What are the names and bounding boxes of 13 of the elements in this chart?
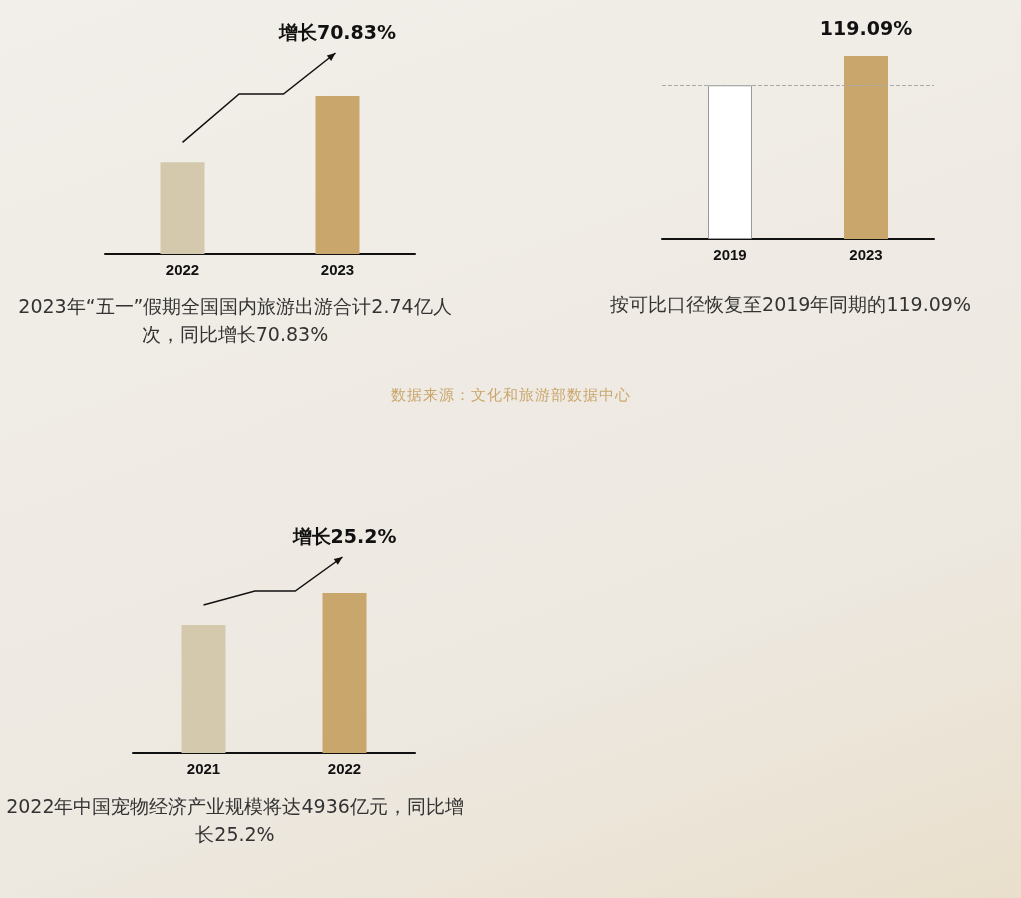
x-tick-label: 2023	[849, 246, 883, 263]
annotation: 增长70.83%	[278, 20, 397, 45]
annotation: 119.09%	[819, 17, 913, 39]
x-tick-label: 2022	[327, 760, 362, 777]
text: 2022年中国宠物经济产业规模将达4936亿元，同比增长25.2%	[5, 794, 465, 847]
text: 2023年“五一”假期全国国内旅游出游合计2.74亿人次，同比增长70.83%	[17, 294, 453, 347]
source-note: 数据来源：文化和旅游部数据中心	[389, 386, 632, 405]
annotation: 增长25.2%	[292, 524, 397, 549]
x-tick-label: 2019	[713, 246, 747, 263]
x-tick-label: 2021	[186, 760, 221, 777]
x-tick-label: 2022	[165, 261, 200, 278]
text: 按可比口径恢复至2019年同期的119.09%	[609, 292, 972, 317]
x-tick-label: 2023	[320, 261, 355, 278]
